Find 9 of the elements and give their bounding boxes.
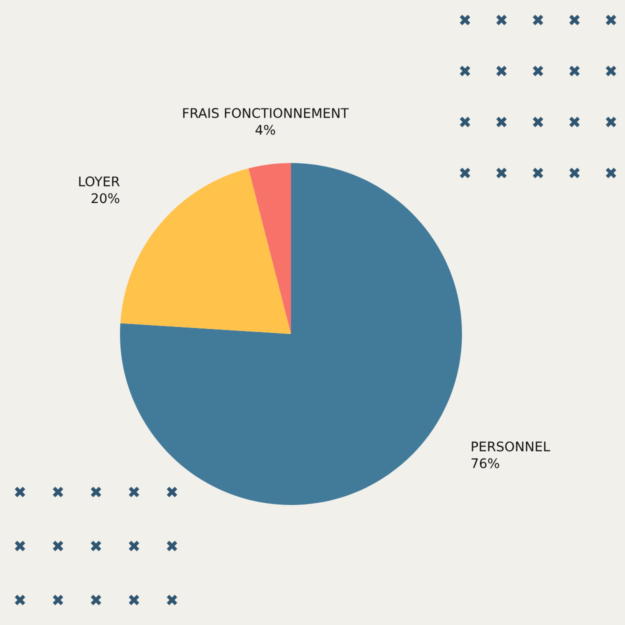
data-label: 20% [92, 193, 120, 204]
data-label: 76% [472, 458, 500, 468]
slice-label: PERSONNEL [472, 441, 550, 452]
slice-label: FRAIS FONCTIONNEMENT [183, 108, 349, 118]
data-label: 4% [256, 124, 276, 135]
pie-slice [120, 163, 462, 505]
slice-label: LOYER [79, 176, 120, 186]
pie-slice [120, 168, 291, 334]
pie-slice [248, 163, 291, 334]
